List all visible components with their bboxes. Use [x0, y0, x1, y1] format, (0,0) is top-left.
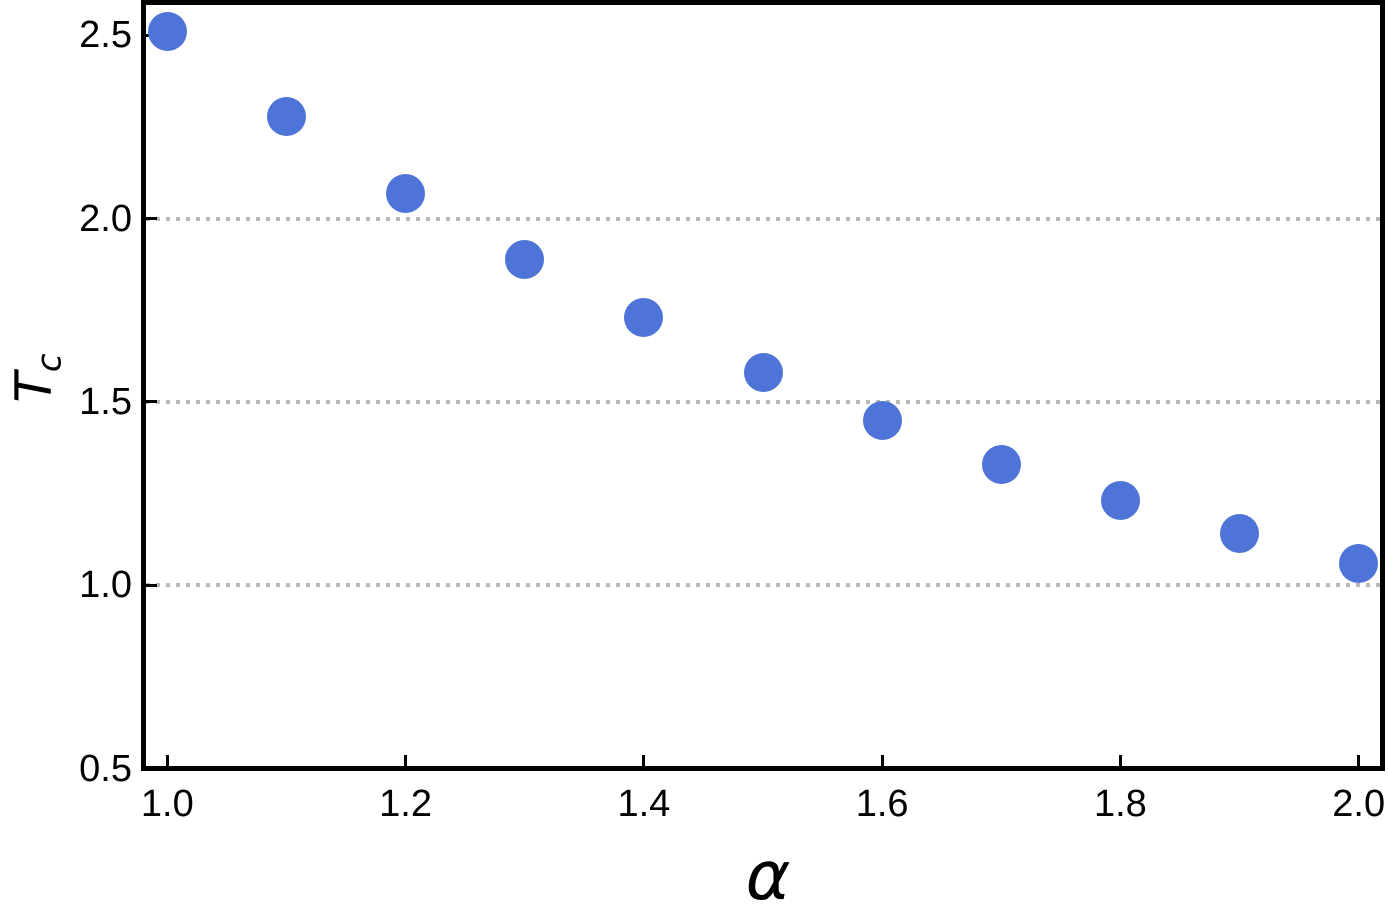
y-tick-label-1.0: 1.0	[79, 564, 132, 607]
data-point-alpha-1.5	[743, 353, 783, 393]
x-tick-1.6	[880, 755, 884, 766]
x-axis-label-alpha: α	[746, 843, 791, 911]
x-tick-1.8	[1118, 755, 1122, 766]
x-tick-label-1.2: 1.2	[379, 783, 432, 825]
data-point-alpha-1.9	[1220, 514, 1260, 554]
data-point-alpha-1.2	[386, 173, 426, 213]
x-axis-label-text: α	[745, 837, 791, 916]
y-tick-1.5	[146, 400, 157, 404]
gridline-y-2	[146, 216, 1380, 221]
x-tick-1.0	[165, 755, 169, 766]
data-point-alpha-1.7	[981, 444, 1021, 484]
y-tick-0.5	[146, 767, 157, 770]
x-tick-label-1.0: 1.0	[140, 783, 194, 825]
data-point-alpha-1.4	[624, 298, 664, 338]
data-point-alpha-1.1	[266, 96, 306, 136]
y-axis-label-tc: Tc	[5, 353, 70, 402]
y-tick-1.0	[146, 583, 157, 587]
x-tick-label-1.6: 1.6	[855, 783, 909, 825]
y-tick-label-2.0: 2.0	[79, 197, 132, 240]
data-point-alpha-1.0	[147, 12, 187, 52]
gridline-y-1.5	[146, 399, 1380, 404]
y-axis-label-base: T	[5, 372, 63, 403]
plot-frame	[141, 0, 1385, 771]
x-tick-1.4	[642, 755, 646, 766]
y-axis-label-subscript: c	[29, 353, 70, 373]
y-tick-2.0	[146, 217, 157, 221]
y-tick-label-0.5: 0.5	[79, 747, 132, 790]
x-tick-2.0	[1357, 755, 1361, 766]
data-point-alpha-1.3	[505, 239, 545, 279]
y-tick-label-2.5: 2.5	[79, 14, 132, 57]
x-tick-label-1.8: 1.8	[1093, 783, 1147, 825]
x-tick-label-2.0: 2.0	[1332, 783, 1386, 825]
x-tick-label-1.4: 1.4	[617, 783, 671, 825]
gridline-y-1	[146, 583, 1380, 588]
data-point-alpha-1.6	[862, 400, 902, 440]
y-tick-label-1.5: 1.5	[79, 380, 132, 423]
x-tick-1.2	[404, 755, 408, 766]
data-point-alpha-1.8	[1100, 481, 1140, 521]
data-point-alpha-2.0	[1339, 543, 1379, 583]
